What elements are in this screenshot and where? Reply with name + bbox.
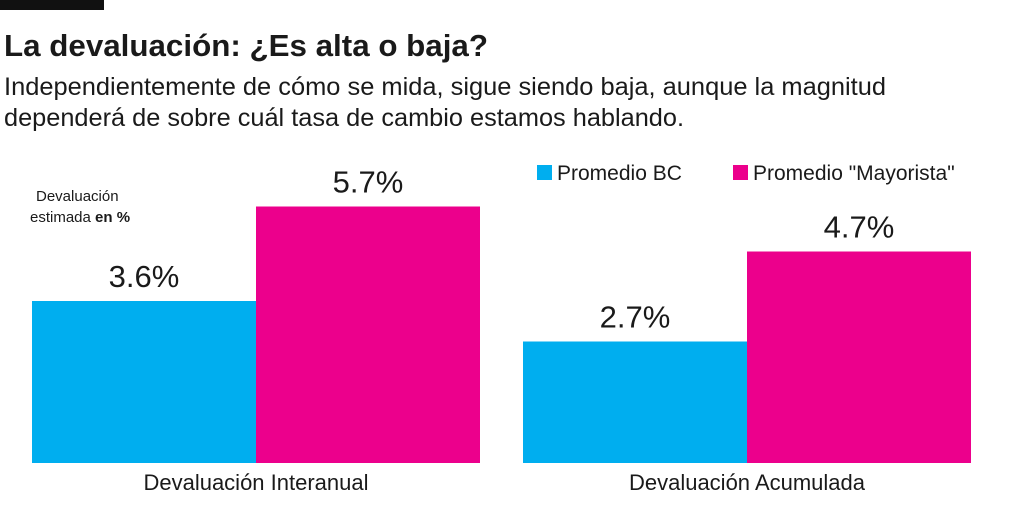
- y-label: Devaluación: [36, 188, 119, 205]
- value-label: 2.7%: [600, 300, 671, 335]
- y-label: estimada en %: [30, 209, 130, 226]
- value-label: 4.7%: [824, 210, 895, 245]
- bar: [523, 341, 747, 463]
- bar: [32, 301, 256, 463]
- y-unit: en %: [95, 209, 130, 226]
- bar: [256, 206, 480, 463]
- chart-title: La devaluación: ¿Es alta o baja?: [4, 28, 488, 63]
- bar: [747, 251, 971, 463]
- legend-swatch: [537, 165, 552, 180]
- accent-bar: [0, 0, 104, 10]
- legend-label: Promedio BC: [557, 162, 682, 185]
- y-label-text: estimada: [30, 209, 92, 226]
- x-tick-label: Devaluación Interanual: [143, 470, 368, 495]
- legend-label: Promedio "Mayorista": [753, 162, 955, 185]
- subtitle-line: Independientemente de cómo se mida, sigu…: [4, 73, 886, 101]
- value-label: 3.6%: [109, 259, 180, 294]
- value-label: 5.7%: [333, 165, 404, 200]
- legend-swatch: [733, 165, 748, 180]
- x-tick-label: Devaluación Acumulada: [629, 470, 866, 495]
- subtitle-line: dependerá de sobre cuál tasa de cambio e…: [4, 104, 684, 132]
